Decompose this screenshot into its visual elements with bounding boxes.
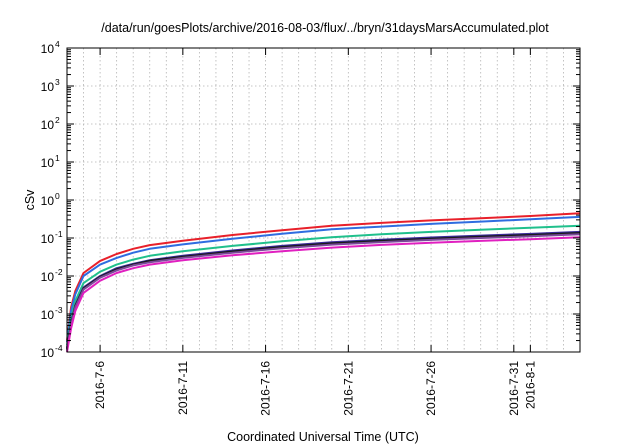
x-tick-label: 2016-8-1 [523, 361, 537, 409]
grid-lines [67, 48, 580, 352]
y-tick-exponent: 4 [55, 39, 60, 49]
y-tick-exponent: 0 [55, 191, 60, 201]
y-tick-label: 10 [41, 194, 55, 208]
x-axis-label: Coordinated Universal Time (UTC) [227, 430, 419, 444]
y-tick-exponent: 3 [55, 77, 60, 87]
series-line [66, 212, 581, 341]
series-line [66, 224, 581, 346]
x-tick-label: 2016-7-16 [259, 361, 273, 416]
y-tick-exponent: -1 [55, 229, 63, 239]
y-tick-label: 10 [41, 156, 55, 170]
x-tick-label: 2016-7-11 [176, 361, 190, 415]
series-line [66, 236, 581, 353]
y-tick-label: 10 [41, 270, 55, 284]
y-tick-exponent: -2 [55, 267, 63, 277]
x-tick-label: 2016-7-26 [424, 361, 438, 416]
y-tick-label: 10 [41, 232, 55, 246]
x-tick-label: 2016-7-31 [507, 361, 521, 416]
chart-title: /data/run/goesPlots/archive/2016-08-03/f… [101, 21, 549, 35]
y-tick-exponent: 2 [55, 115, 60, 125]
series-line [66, 233, 581, 351]
y-tick-label: 10 [41, 42, 55, 56]
y-tick-label: 10 [41, 308, 55, 322]
y-tick-exponent: -4 [55, 343, 63, 353]
x-axis: 2016-7-6 2016-7-11 2016-7-16 2016-7-21 2016-… [93, 48, 537, 416]
y-tick-label: 10 [41, 346, 55, 360]
x-tick-label: 2016-7-6 [93, 361, 107, 409]
y-axis-label: cSv [23, 189, 37, 211]
series-group [66, 212, 581, 353]
y-tick-exponent: 1 [55, 153, 60, 163]
y-tick-exponent: -3 [55, 305, 63, 315]
y-tick-label: 10 [41, 118, 55, 132]
y-tick-label: 10 [41, 80, 55, 94]
series-line [66, 215, 581, 343]
x-tick-label: 2016-7-21 [341, 361, 355, 416]
